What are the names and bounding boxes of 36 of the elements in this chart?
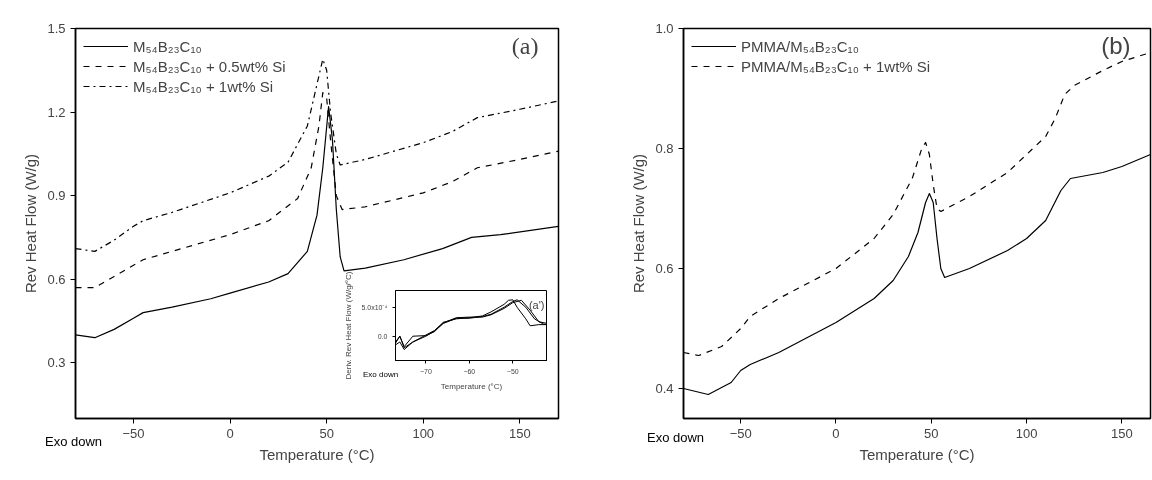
x-axis-title: Temperature (°C) (859, 445, 975, 463)
x-tick-label: 150 (1111, 425, 1133, 441)
x-tick-label: −50 (729, 425, 752, 441)
x-tick-label: −50 (122, 425, 145, 441)
annotation: (a) (511, 32, 539, 59)
x-tick-label: 100 (1015, 425, 1038, 441)
annotation: Exo down (363, 369, 399, 381)
y-tick-label: 0.3 (47, 355, 66, 371)
y-tick-label: 0.6 (47, 271, 66, 287)
y-axis-title: Deriv. Rev Heat Flow (W/g/°C) (344, 271, 354, 380)
y-tick-label: 0.8 (655, 141, 674, 156)
legend-label: M₅₄B₂₃C₁₀ + 1wt% Si (133, 77, 273, 95)
y-tick-label: 1.5 (47, 21, 66, 36)
y-tick-label: 0.6 (655, 261, 674, 276)
x-tick-label: 100 (412, 425, 435, 441)
legend-label: M₅₄B₂₃C₁₀ (133, 37, 202, 55)
x-tick-label: 0 (226, 425, 234, 441)
annotation: (b) (1101, 31, 1131, 59)
x-tick-label: 150 (509, 425, 531, 441)
x-tick-label: 50 (924, 425, 939, 441)
annotation: (a') (528, 298, 545, 311)
x-tick-label: 50 (319, 425, 334, 441)
x-axis-title: Temperature (°C) (259, 445, 375, 463)
y-axis-title: Rev Heat Flow (W/g) (22, 153, 40, 294)
legend-label: PMMA/M₅₄B₂₃C₁₀ + 1wt% Si (741, 57, 931, 75)
y-tick-label: 1.0 (655, 21, 674, 36)
y-tick-label: 1.2 (47, 104, 66, 120)
text: Exo down (45, 433, 103, 451)
text: Exo down (647, 429, 705, 447)
x-axis-title: Temperature (°C) (440, 381, 503, 391)
y-axis-title: Rev Heat Flow (W/g) (630, 153, 648, 294)
y-tick-label: 0.4 (655, 381, 674, 396)
x-tick-label: 0 (832, 425, 840, 441)
legend-label: PMMA/M₅₄B₂₃C₁₀ (741, 37, 859, 55)
y-tick-label: 0.9 (47, 188, 66, 204)
legend-label: M₅₄B₂₃C₁₀ + 0.5wt% Si (133, 57, 286, 75)
